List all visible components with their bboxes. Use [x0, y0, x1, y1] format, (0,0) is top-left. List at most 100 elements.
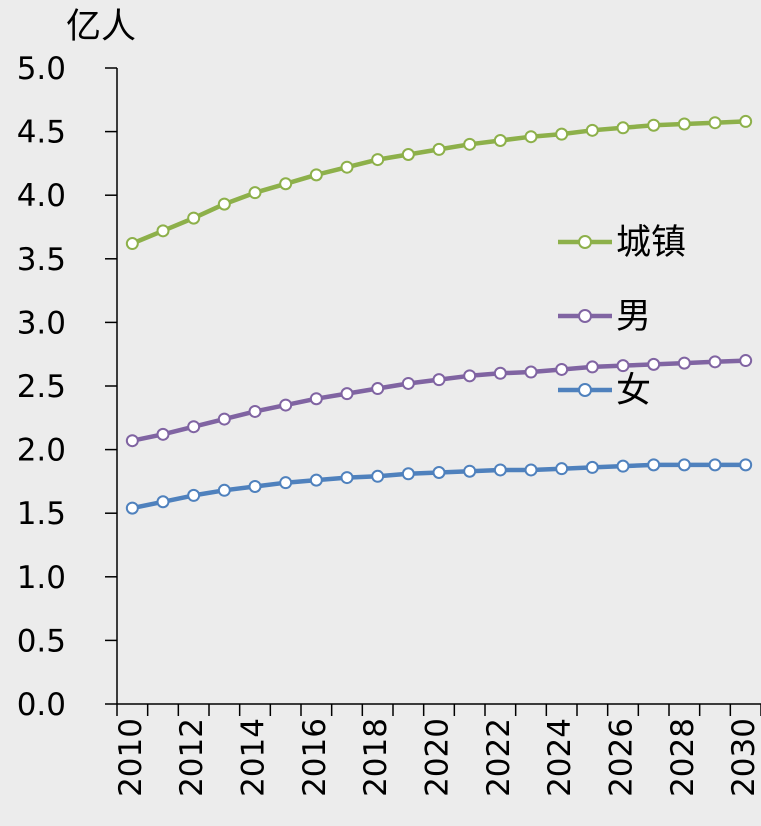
data-point — [248, 404, 262, 418]
legend-item: 女 — [558, 371, 651, 411]
data-point — [708, 355, 722, 369]
data-point — [125, 501, 139, 515]
data-point — [432, 142, 446, 156]
y-tick-label: 0.0 — [17, 687, 66, 723]
x-tick-label: 2030 — [726, 718, 761, 797]
x-tick-label: 2026 — [604, 718, 640, 797]
data-point — [739, 114, 753, 128]
x-tick-label: 2024 — [542, 718, 578, 797]
x-tick-label: 2020 — [420, 718, 456, 797]
legend-item: 城镇 — [558, 223, 686, 263]
data-point — [279, 398, 293, 412]
data-point — [156, 427, 170, 441]
data-point — [708, 458, 722, 472]
y-axis-unit-label: 亿人 — [66, 7, 137, 47]
data-point — [401, 147, 415, 161]
data-point — [187, 211, 201, 225]
data-point — [309, 168, 323, 182]
data-point — [340, 160, 354, 174]
x-tick-label: 2012 — [174, 718, 210, 797]
data-point — [524, 365, 538, 379]
data-point — [371, 153, 385, 167]
y-axis-tick-labels: 0.0 0.5 1.0 1.5 2.0 2.5 3.0 3.5 4.0 4.5 5.0 — [17, 51, 66, 723]
y-tick-label: 3.5 — [17, 242, 66, 278]
data-point — [248, 186, 262, 200]
data-point — [616, 359, 630, 373]
y-tick-label: 2.0 — [17, 433, 66, 469]
data-point — [524, 130, 538, 144]
data-point — [125, 237, 139, 251]
data-point — [647, 118, 661, 132]
data-point — [432, 465, 446, 479]
y-tick-label: 4.5 — [17, 115, 66, 151]
y-tick-label: 4.0 — [17, 178, 66, 214]
data-point — [156, 495, 170, 509]
data-point — [371, 382, 385, 396]
series-2 — [125, 354, 753, 448]
y-tick-label: 3.0 — [17, 305, 66, 341]
data-point — [616, 121, 630, 135]
data-point — [616, 459, 630, 473]
data-point — [647, 458, 661, 472]
data-point — [677, 458, 691, 472]
x-tick-label: 2022 — [481, 718, 517, 797]
data-point — [585, 460, 599, 474]
data-point — [555, 127, 569, 141]
data-point — [432, 373, 446, 387]
data-point — [401, 467, 415, 481]
y-tick-label: 2.5 — [17, 369, 66, 405]
data-point — [217, 483, 231, 497]
data-point — [309, 392, 323, 406]
legend-label: 城镇 — [616, 223, 686, 263]
data-point — [401, 376, 415, 390]
data-point — [279, 476, 293, 490]
data-point — [309, 473, 323, 487]
y-tick-label: 1.5 — [17, 496, 66, 532]
data-point — [677, 117, 691, 131]
data-point — [371, 469, 385, 483]
data-point — [585, 360, 599, 374]
data-point — [493, 463, 507, 477]
series-group — [125, 114, 753, 515]
series-1 — [125, 114, 753, 251]
legend-label: 男 — [616, 297, 651, 337]
series-3 — [125, 458, 753, 515]
x-axis-tick-labels: 2010 2012 2014 2016 2018 2020 2022 2024 2026 2028… — [113, 718, 761, 797]
data-point — [217, 412, 231, 426]
data-point — [340, 387, 354, 401]
data-point — [739, 458, 753, 472]
data-point — [187, 488, 201, 502]
y-tick-label: 0.5 — [17, 623, 66, 659]
data-point — [187, 420, 201, 434]
data-point — [493, 134, 507, 148]
x-tick-label: 2018 — [358, 718, 394, 797]
series-line — [130, 358, 748, 443]
legend-label: 女 — [616, 371, 651, 411]
data-point — [555, 362, 569, 376]
data-point — [463, 137, 477, 151]
data-point — [156, 224, 170, 238]
data-point — [585, 123, 599, 137]
data-point — [555, 462, 569, 476]
data-point — [677, 356, 691, 370]
data-point — [463, 464, 477, 478]
x-tick-label: 2010 — [113, 718, 149, 797]
data-point — [493, 366, 507, 380]
data-point — [248, 479, 262, 493]
data-point — [708, 116, 722, 130]
legend-item: 男 — [558, 297, 651, 337]
data-point — [463, 369, 477, 383]
data-point — [279, 177, 293, 191]
x-tick-label: 2028 — [665, 718, 701, 797]
y-tick-label: 1.0 — [17, 560, 66, 596]
data-point — [125, 434, 139, 448]
x-tick-label: 2016 — [297, 718, 333, 797]
x-tick-label: 2014 — [236, 718, 272, 797]
data-point — [524, 463, 538, 477]
data-point — [739, 354, 753, 368]
legend-swatch-marker — [578, 309, 592, 323]
data-point — [647, 357, 661, 371]
axes — [105, 67, 761, 716]
